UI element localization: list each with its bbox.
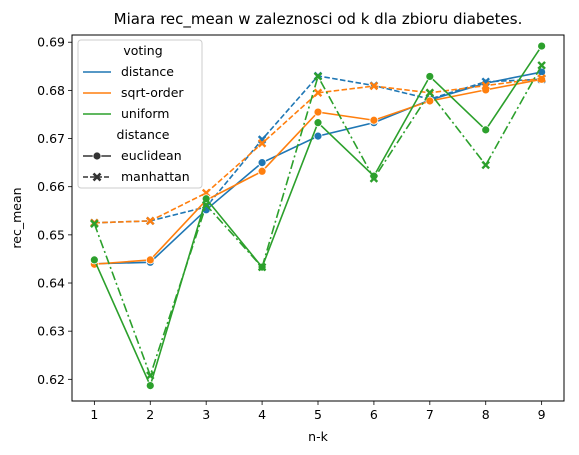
x-tick-label: 9	[538, 407, 546, 422]
data-point	[201, 194, 211, 204]
legend-label-manhattan: manhattan	[121, 169, 190, 184]
y-tick-label: 0.64	[37, 276, 65, 291]
data-point	[257, 139, 267, 148]
legend-style-title: distance	[117, 127, 170, 142]
x-axis-label: n-k	[308, 429, 328, 444]
data-point	[313, 118, 323, 128]
data-point	[257, 262, 267, 272]
x-tick-label: 8	[482, 407, 490, 422]
x-tick-label: 7	[426, 407, 434, 422]
x-tick-label: 1	[90, 407, 98, 422]
x-tick-label: 2	[146, 407, 154, 422]
series-uniform-manhattan	[90, 61, 546, 380]
y-tick-label: 0.62	[37, 372, 65, 387]
data-point	[369, 81, 379, 91]
data-point	[313, 107, 323, 117]
legend-marker-circle	[92, 151, 102, 161]
legend: voting distance sqrt-order uniform dista…	[77, 39, 203, 189]
y-tick-label: 0.63	[37, 324, 65, 339]
y-tick-label: 0.67	[37, 131, 65, 146]
data-point	[257, 166, 267, 176]
data-point	[257, 158, 267, 168]
x-axis: 1 2 3 4 5 6 7 8 9	[90, 401, 546, 422]
y-tick-label: 0.68	[37, 83, 65, 98]
data-point	[145, 255, 155, 265]
data-point	[481, 160, 490, 170]
chart-title: Miara rec_mean w zaleznosci od k dla zbi…	[114, 10, 523, 29]
y-axis: 0.62 0.63 0.64 0.65 0.66 0.67 0.68 0.69	[37, 35, 72, 387]
plot-area	[89, 41, 547, 390]
legend-box	[77, 39, 203, 189]
series-uniform-manhattan-line	[93, 64, 543, 378]
data-point	[313, 131, 323, 141]
data-point	[313, 72, 323, 81]
legend-hue-title: voting	[123, 43, 162, 58]
data-point	[369, 115, 379, 125]
data-point	[90, 219, 99, 229]
data-point	[369, 174, 379, 183]
data-point	[537, 74, 546, 83]
data-point	[481, 81, 490, 90]
data-point	[201, 200, 211, 210]
x-tick-label: 3	[202, 407, 210, 422]
y-axis-label: rec_mean	[9, 187, 24, 248]
legend-marker-x	[92, 172, 102, 182]
data-point	[425, 72, 435, 81]
data-point	[146, 216, 155, 226]
x-tick-label: 5	[314, 407, 322, 422]
data-point	[537, 41, 547, 51]
data-point	[425, 96, 435, 106]
x-tick-label: 6	[370, 407, 378, 422]
data-point	[146, 371, 155, 380]
x-tick-label: 4	[258, 407, 266, 422]
y-tick-label: 0.66	[37, 179, 65, 194]
data-point	[481, 125, 491, 135]
data-point	[145, 381, 155, 390]
legend-label-uniform: uniform	[121, 106, 169, 121]
legend-label-distance: distance	[121, 64, 174, 79]
data-point	[537, 61, 546, 70]
data-point	[89, 255, 99, 265]
data-point	[425, 88, 435, 98]
data-point	[313, 88, 323, 98]
legend-label-sqrt-order: sqrt-order	[121, 85, 184, 100]
legend-label-euclidean: euclidean	[121, 148, 182, 163]
series-sqrt-order-manhattan-line	[94, 77, 542, 224]
y-tick-label: 0.69	[37, 35, 65, 50]
y-tick-label: 0.65	[37, 227, 65, 242]
